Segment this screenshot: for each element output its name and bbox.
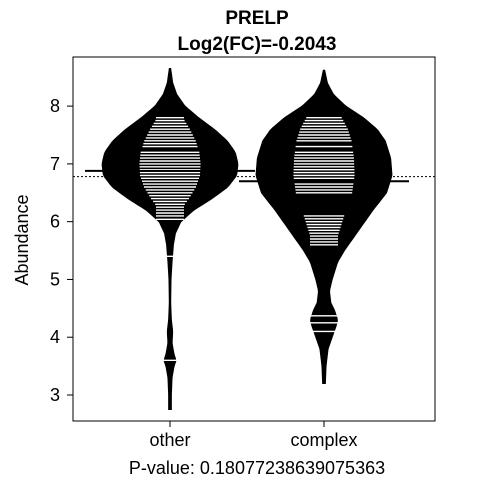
- chart-title: PRELP: [225, 8, 289, 29]
- x-tick-label-complex: complex: [290, 430, 357, 450]
- y-tick-label-4: 4: [50, 327, 60, 347]
- plot-area: [73, 68, 435, 410]
- chart-subtitle: Log2(FC)=-0.2043: [178, 34, 337, 55]
- y-tick-label-8: 8: [50, 96, 60, 116]
- axes: other complex 3 4 5 6 7 8: [50, 96, 358, 450]
- y-tick-label-3: 3: [50, 385, 60, 405]
- bean-other: [101, 68, 239, 410]
- y-tick-label-5: 5: [50, 269, 60, 289]
- y-tick-label-7: 7: [50, 154, 60, 174]
- plot-frame: [72, 56, 436, 422]
- y-tick-label-6: 6: [50, 212, 60, 232]
- x-tick-label-other: other: [149, 430, 190, 450]
- x-axis-label: P-value: 0.18077238639075363: [129, 458, 385, 478]
- y-axis-label: Abundance: [12, 194, 32, 285]
